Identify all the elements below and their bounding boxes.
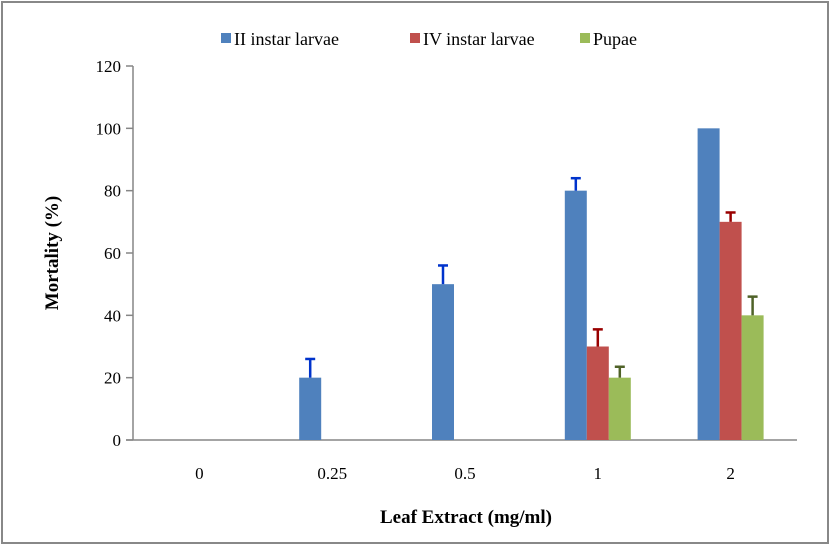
x-tick-label: 2 (726, 464, 735, 483)
error-bars (305, 176, 758, 378)
x-tick-label: 0.25 (317, 464, 347, 483)
legend-swatch (221, 33, 231, 43)
y-tick-label: 60 (104, 244, 121, 263)
legend: II instar larvae IV instar larvae Pupae (221, 29, 637, 49)
y-tick-label: 120 (96, 57, 122, 76)
axes: 0 20 40 60 80 100 120 0 0.25 0.5 1 2 (96, 57, 797, 483)
bar (586, 346, 609, 440)
legend-label: Pupae (593, 29, 637, 49)
legend-label: II instar larvae (234, 29, 339, 49)
x-tick-label: 1 (594, 464, 603, 483)
bar (719, 221, 742, 440)
legend-label: IV instar larvae (423, 29, 535, 49)
legend-swatch (580, 33, 590, 43)
legend-item: IV instar larvae (410, 29, 535, 49)
y-tick-label: 0 (113, 431, 122, 450)
y-tick-label: 80 (104, 182, 121, 201)
y-tick-label: 20 (104, 369, 121, 388)
x-tick-label: 0.5 (454, 464, 475, 483)
x-axis-title: Leaf Extract (mg/ml) (380, 507, 552, 528)
y-axis-title: Mortality (%) (42, 196, 63, 310)
bar (299, 377, 322, 440)
bar (432, 284, 454, 440)
y-tick-label: 40 (104, 306, 121, 325)
legend-item: Pupae (580, 29, 637, 49)
bar (697, 128, 720, 441)
legend-item: II instar larvae (221, 29, 339, 49)
y-tick-label: 100 (96, 119, 122, 138)
x-tick-label: 0 (195, 464, 204, 483)
bar (741, 315, 764, 440)
bar (564, 190, 587, 440)
bars (299, 128, 764, 441)
legend-swatch (410, 33, 420, 43)
bar (608, 377, 631, 440)
